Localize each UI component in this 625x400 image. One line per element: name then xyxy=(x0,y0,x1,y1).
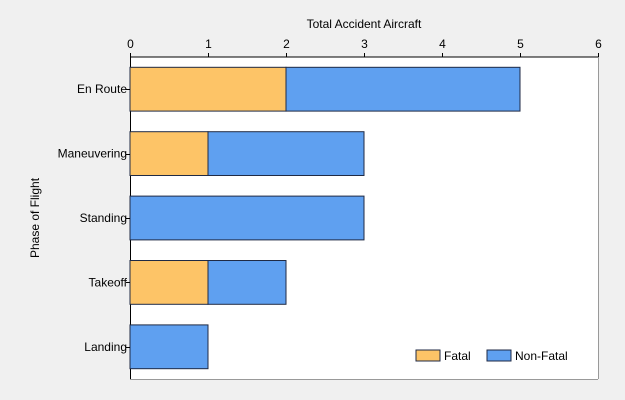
x-axis-title: Total Accident Aircraft xyxy=(307,17,422,31)
legend: Fatal Non-Fatal xyxy=(415,349,568,363)
category-label: Maneuvering xyxy=(58,147,127,161)
bar-fatal-maneuvering xyxy=(129,131,209,176)
bar-non-fatal-landing xyxy=(129,324,209,370)
category-label: Takeoff xyxy=(89,275,128,289)
x-tick-label: 4 xyxy=(439,37,446,51)
bar-fatal-en-route xyxy=(129,66,287,112)
x-ticks: 0 1 2 3 4 5 6 xyxy=(127,37,602,57)
x-tick-label: 1 xyxy=(205,37,212,51)
x-tick-label: 0 xyxy=(127,37,134,51)
x-tick-label: 5 xyxy=(517,37,524,51)
category-label: Standing xyxy=(80,211,127,225)
bar-fatal-takeoff xyxy=(129,260,209,305)
x-tick-label: 2 xyxy=(283,37,290,51)
legend-swatch-non-fatal xyxy=(486,349,512,362)
legend-swatch-fatal xyxy=(415,349,441,362)
y-axis-title: Phase of Flight xyxy=(28,177,42,258)
x-tick-label: 6 xyxy=(595,37,602,51)
legend-label-fatal: Fatal xyxy=(444,349,471,363)
category-label: En Route xyxy=(77,82,127,96)
x-tick-label: 3 xyxy=(361,37,368,51)
bar-non-fatal-takeoff xyxy=(207,260,287,305)
legend-label-non-fatal: Non-Fatal xyxy=(515,349,568,363)
category-label: Landing xyxy=(84,340,127,354)
bars xyxy=(129,66,521,370)
bar-non-fatal-standing xyxy=(129,195,365,241)
bar-non-fatal-en-route xyxy=(285,66,521,112)
bar-non-fatal-maneuvering xyxy=(207,131,365,176)
category-labels: En Route Maneuvering Standing Takeoff Landin… xyxy=(58,82,130,354)
